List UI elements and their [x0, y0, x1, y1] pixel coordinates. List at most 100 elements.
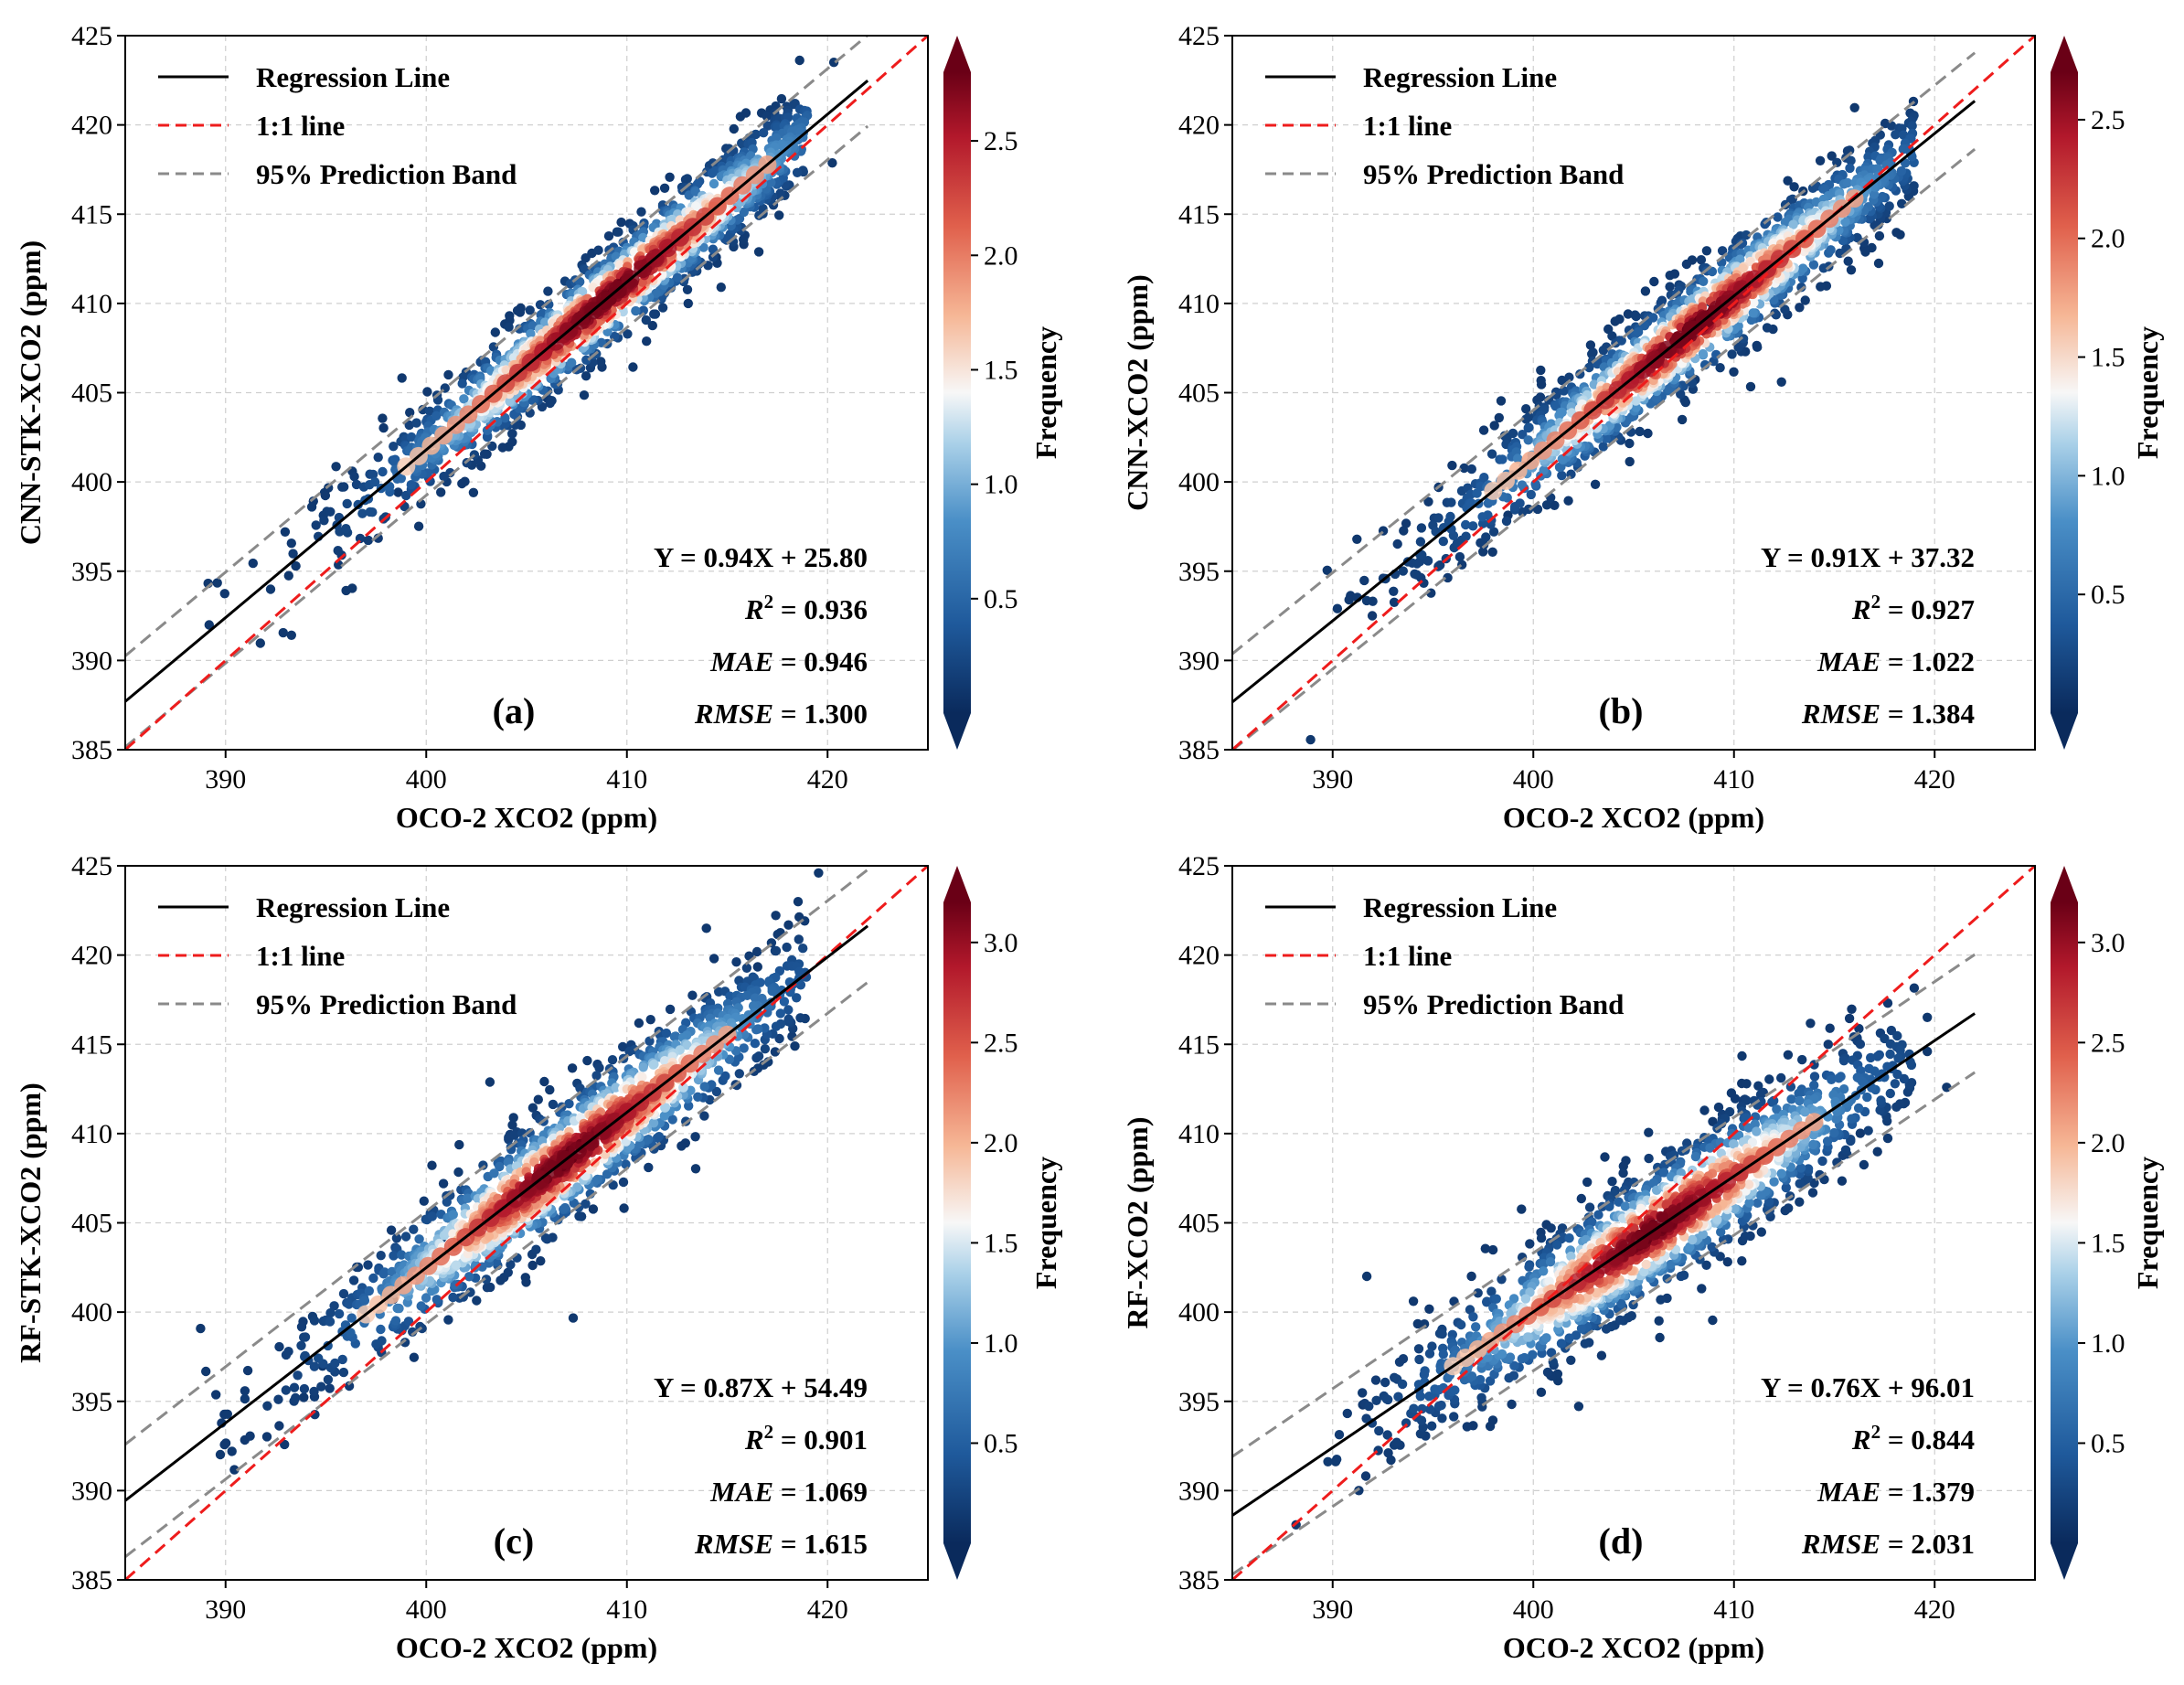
data-point [568, 1313, 579, 1323]
data-point [771, 945, 782, 956]
data-point [1884, 201, 1894, 211]
data-point [448, 1292, 458, 1303]
y-axis-label: RF-STK-XCO2 (ppm) [14, 1082, 47, 1363]
data-point [1807, 1188, 1818, 1198]
data-point [1541, 500, 1552, 510]
data-point [296, 1340, 306, 1351]
data-point [404, 420, 414, 431]
data-point [1564, 372, 1574, 382]
data-point [648, 1060, 658, 1070]
y-axis-label: CNN-STK-XCO2 (ppm) [14, 240, 47, 545]
legend-label: Regression Line [1363, 61, 1557, 93]
data-point [684, 1101, 694, 1111]
data-point [1891, 1102, 1902, 1113]
data-point [631, 305, 641, 316]
x-tick-label: 420 [1914, 764, 1955, 795]
data-point [783, 1005, 794, 1015]
data-point [413, 521, 424, 531]
data-point [1481, 532, 1491, 542]
data-point [687, 990, 698, 1000]
data-point [699, 1111, 709, 1121]
data-point [1649, 276, 1659, 287]
data-point [731, 957, 741, 967]
data-point [1361, 1271, 1372, 1282]
data-point [1614, 1315, 1625, 1326]
data-point [1727, 349, 1737, 359]
data-point [497, 443, 507, 453]
data-point [1696, 255, 1707, 265]
colorbar-tick-label: 0.5 [984, 584, 1018, 614]
data-point [1817, 1156, 1827, 1167]
data-point [306, 502, 317, 512]
data-point [1437, 1413, 1447, 1424]
mae: MAE = 1.022 [1816, 645, 1975, 677]
data-point [481, 1274, 492, 1285]
data-point [450, 1280, 460, 1290]
data-point [1367, 611, 1378, 621]
data-point [642, 336, 652, 347]
data-point [448, 1210, 458, 1220]
data-point [468, 487, 479, 497]
data-point [793, 897, 804, 907]
data-point [1859, 1159, 1870, 1170]
data-point [1507, 428, 1518, 439]
data-point [1383, 1394, 1393, 1405]
data-point [1780, 304, 1790, 315]
x-axis-label: OCO-2 XCO2 (ppm) [396, 1631, 657, 1664]
legend-label: 1:1 line [256, 110, 345, 142]
data-point [548, 1099, 559, 1110]
panel-label: (b) [1599, 690, 1644, 731]
data-point [602, 1169, 613, 1179]
data-point [482, 1283, 493, 1293]
data-point [1435, 560, 1445, 571]
data-point [344, 1381, 355, 1392]
data-point [1809, 1072, 1820, 1082]
data-point [1518, 507, 1528, 517]
x-tick-label: 420 [807, 764, 848, 795]
y-tick-label: 385 [1178, 735, 1220, 765]
data-point [1737, 1256, 1747, 1266]
data-point [1539, 465, 1549, 475]
data-point [1408, 1296, 1419, 1306]
data-point [1412, 1318, 1423, 1329]
rmse-value: = 1.384 [1880, 698, 1975, 730]
data-point [647, 320, 657, 331]
data-point [618, 1177, 629, 1188]
data-point [325, 507, 336, 517]
data-point [368, 469, 378, 480]
data-point [495, 1161, 505, 1172]
data-point [1461, 531, 1471, 541]
data-point [1573, 1402, 1584, 1412]
colorbar-tick-label: 1.0 [2091, 461, 2125, 491]
data-point [1738, 263, 1748, 273]
data-point [720, 1071, 730, 1082]
data-point [1895, 229, 1905, 240]
data-point [242, 1365, 253, 1376]
legend-label: 95% Prediction Band [1363, 158, 1624, 190]
data-point [376, 1324, 386, 1335]
data-point [1521, 404, 1531, 414]
one-to-one-line [125, 36, 928, 750]
data-point [740, 108, 751, 118]
data-point [1557, 453, 1568, 464]
data-point [783, 1014, 794, 1024]
data-point [1800, 295, 1810, 305]
data-point [363, 535, 373, 546]
data-point [1352, 534, 1362, 544]
rmse: RMSE = 1.300 [694, 698, 868, 730]
data-point [1654, 1316, 1664, 1326]
data-point [389, 1251, 399, 1261]
r-squared-value: = 0.927 [1880, 593, 1975, 625]
data-point [1795, 303, 1805, 313]
data-point [1414, 1354, 1424, 1365]
data-point [1770, 308, 1780, 318]
data-point [411, 418, 421, 428]
data-point [613, 227, 623, 237]
data-point [1438, 536, 1449, 547]
data-point [1478, 425, 1489, 435]
data-point [596, 337, 606, 347]
data-point [342, 498, 352, 509]
data-point [792, 167, 803, 177]
data-point [451, 1260, 462, 1270]
y-tick-label: 405 [71, 379, 112, 409]
